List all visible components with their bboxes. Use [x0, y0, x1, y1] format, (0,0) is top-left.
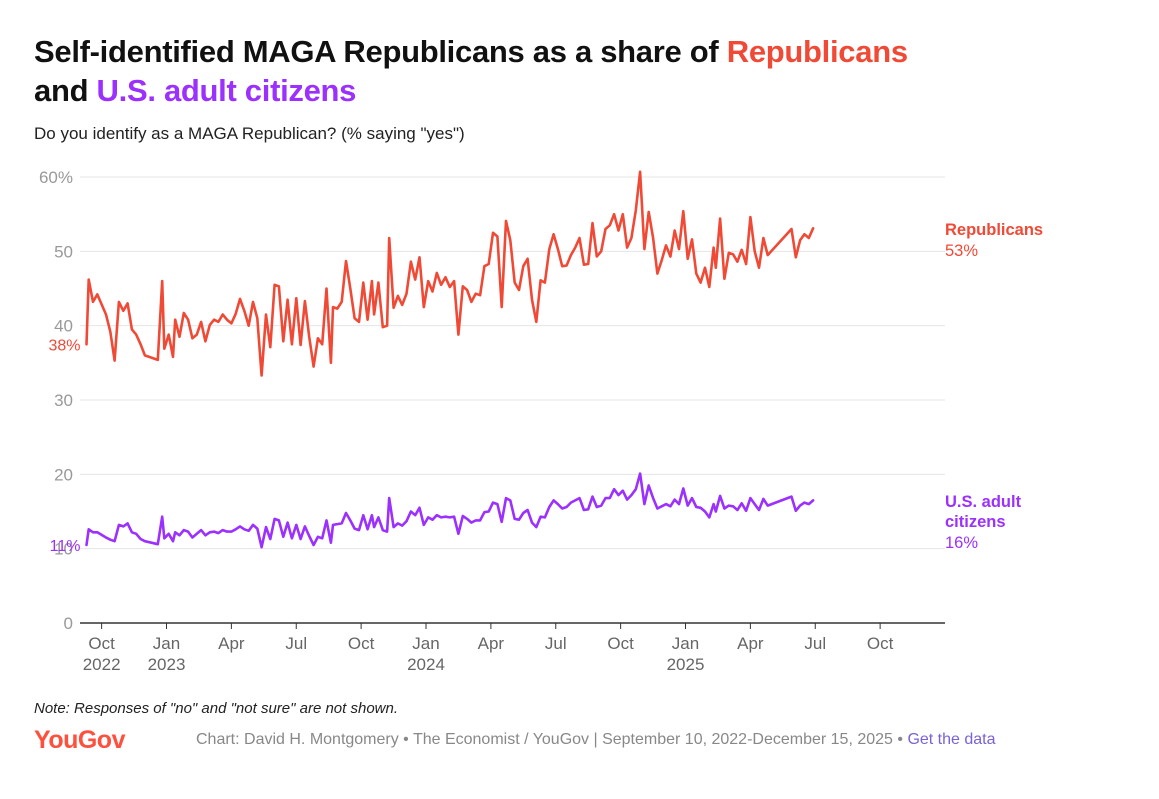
x-tick-month-label: Oct — [867, 634, 894, 653]
chart-title: Self-identified MAGA Republicans as a sh… — [34, 32, 908, 110]
get-the-data-link[interactable]: Get the data — [907, 731, 996, 748]
x-tick-month-label: Apr — [478, 634, 505, 653]
series-name-label-line2-adult-citizens: citizens — [945, 513, 1006, 531]
chart-credit: Chart: David H. Montgomery • The Economi… — [196, 731, 996, 749]
y-tick-label-60: 60% — [39, 168, 73, 187]
y-tick-label-0: 0 — [64, 614, 73, 633]
x-tick-month-label: Jan — [153, 634, 180, 653]
title-highlight-adults: U.S. adult citizens — [96, 73, 357, 108]
credit-text: Chart: David H. Montgomery • The Economi… — [196, 731, 903, 748]
x-tick-year-label: 2022 — [83, 655, 121, 674]
title-highlight-republicans: Republicans — [726, 34, 908, 69]
x-tick-month-label: Oct — [607, 634, 634, 653]
x-tick-month-label: Oct — [88, 634, 115, 653]
start-value-label-adult-citizens: 11% — [50, 538, 81, 555]
yougov-logo: YouGov — [34, 726, 125, 754]
x-tick-month-label: Jul — [545, 634, 567, 653]
x-tick-month-label: Jan — [412, 634, 439, 653]
x-tick-year-label: 2025 — [667, 655, 705, 674]
x-tick-month-label: Apr — [218, 634, 245, 653]
y-tick-label-50: 50 — [54, 242, 73, 261]
x-tick-month-label: Oct — [348, 634, 375, 653]
title-part-1: Self-identified MAGA Republicans as a sh… — [34, 34, 719, 69]
series-name-label-republicans: Republicans — [945, 221, 1043, 239]
x-tick-year-label: 2023 — [148, 655, 186, 674]
x-tick-month-label: Apr — [737, 634, 764, 653]
x-tick-month-label: Jul — [285, 634, 307, 653]
y-tick-label-40: 40 — [54, 317, 73, 336]
chart-note: Note: Responses of "no" and "not sure" a… — [34, 700, 399, 717]
line-chart: 0 10 20 30 40 50 60% Oct 2022 Jan 2023 Apr Jul Oct Jan… — [39, 168, 1043, 674]
series-line-republicans — [85, 170, 815, 377]
end-value-label-adult-citizens: 16% — [945, 534, 978, 552]
end-value-label-republicans: 53% — [945, 242, 978, 260]
y-tick-label-30: 30 — [54, 391, 73, 410]
start-value-label-republicans: 38% — [48, 337, 80, 354]
x-tick-year-label: 2024 — [407, 655, 445, 674]
series-line-adult-citizens — [85, 472, 815, 549]
x-tick-month-label: Jan — [672, 634, 699, 653]
series-name-label-adult-citizens: U.S. adult — [945, 493, 1022, 511]
y-tick-label-20: 20 — [54, 465, 73, 484]
x-tick-month-label: Jul — [804, 634, 826, 653]
chart-subtitle: Do you identify as a MAGA Republican? (%… — [34, 124, 465, 143]
title-part-2: and — [34, 73, 89, 108]
y-tick-label-10: 10 — [54, 540, 73, 559]
